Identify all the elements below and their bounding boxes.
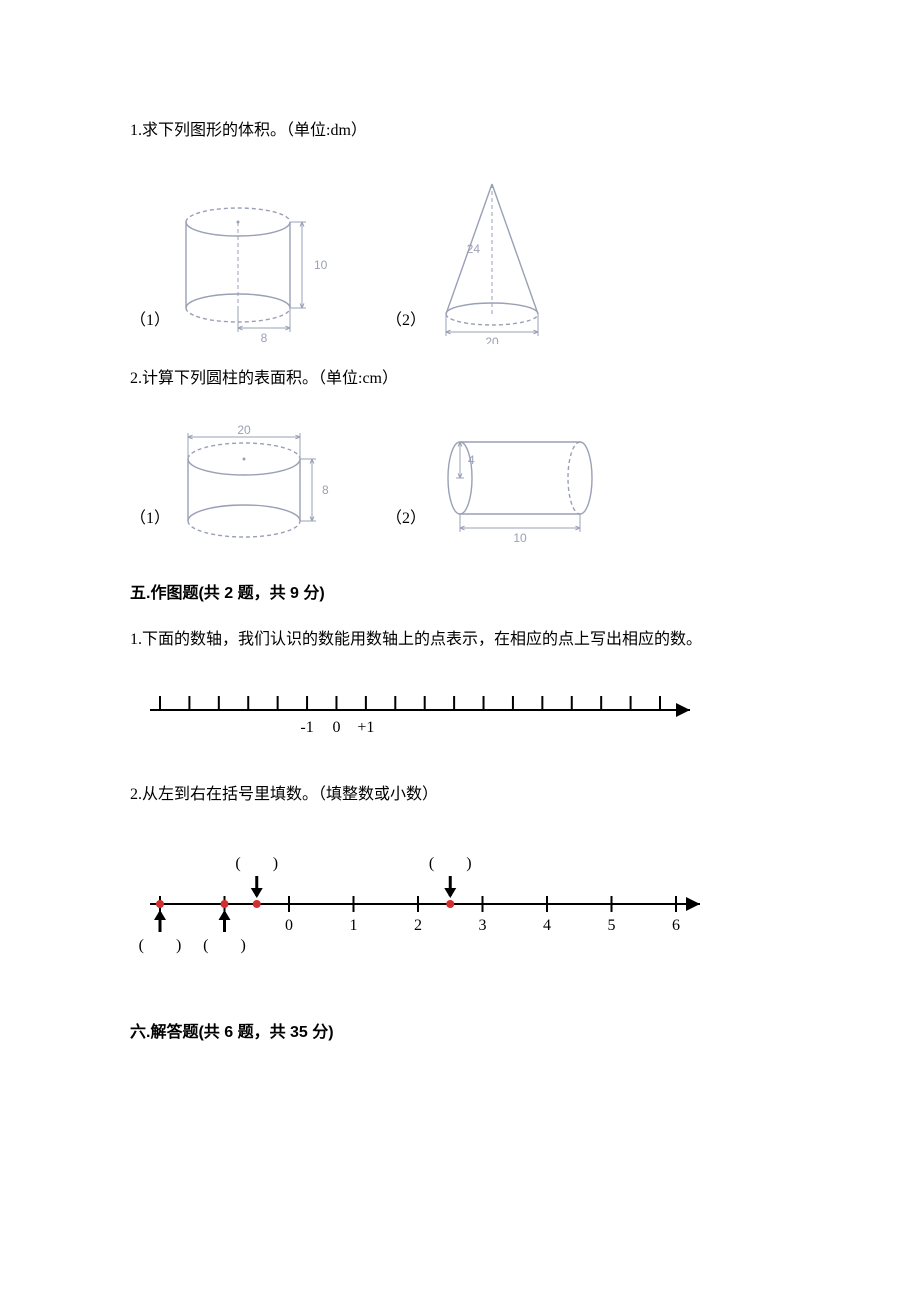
- svg-text:3: 3: [479, 917, 487, 934]
- svg-text:10: 10: [314, 258, 328, 272]
- svg-text:10: 10: [513, 531, 527, 543]
- q1-part1-label: （1）: [130, 306, 170, 344]
- q2-part2-label: （2）: [386, 504, 426, 542]
- svg-text:4: 4: [468, 453, 475, 467]
- section6-heading: 六.解答题(共 6 题，共 35 分): [130, 1018, 790, 1048]
- svg-text:( ): ( ): [235, 855, 278, 872]
- svg-text:6: 6: [672, 917, 680, 934]
- svg-text:1: 1: [350, 917, 358, 934]
- s5-q2-text: 2.从左到右在括号里填数。（填整数或小数）: [130, 780, 790, 810]
- q1-fig1-cylinder: 10 8: [176, 194, 336, 344]
- numberline2: 0 1 2 3 4 5 6 ( ) ( ) ( ) ( ): [130, 832, 730, 982]
- svg-text:0: 0: [285, 917, 293, 934]
- svg-text:0: 0: [332, 719, 340, 736]
- s5-q1-text: 1.下面的数轴，我们认识的数能用数轴上的点表示，在相应的点上写出相应的数。: [130, 625, 790, 655]
- svg-text:20: 20: [237, 423, 251, 437]
- q2-part1-label: （1）: [130, 504, 170, 542]
- q2-text: 2.计算下列圆柱的表面积。（单位:cm）: [130, 364, 790, 394]
- q1-text: 1.求下列图形的体积。（单位:dm）: [130, 116, 790, 146]
- q2-fig2-cylinder-horizontal: 4 10: [432, 423, 612, 543]
- svg-text:8: 8: [322, 483, 329, 497]
- svg-text:5: 5: [608, 917, 616, 934]
- svg-text:-1: -1: [300, 719, 313, 736]
- numberline2-container: 0 1 2 3 4 5 6 ( ) ( ) ( ) ( ): [130, 832, 790, 982]
- q1-figures: （1） 10 8 （2） 24 20: [130, 174, 790, 344]
- q1-fig2-cone: 24 20: [432, 174, 562, 344]
- svg-text:+1: +1: [357, 719, 374, 736]
- svg-text:8: 8: [261, 331, 268, 344]
- svg-text:( ): ( ): [139, 937, 182, 954]
- numberline1-container: -1 0 +1: [130, 678, 790, 758]
- q2-fig1-cylinder-vertical: 20 8: [176, 423, 336, 543]
- q1-part2-label: （2）: [386, 306, 426, 344]
- svg-text:2: 2: [414, 917, 422, 934]
- svg-text:20: 20: [485, 335, 499, 344]
- q2-figures: （1） 20 8 （2） 4 10: [130, 423, 790, 543]
- svg-text:( ): ( ): [429, 855, 472, 872]
- svg-text:24: 24: [467, 242, 481, 256]
- svg-text:( ): ( ): [203, 937, 246, 954]
- section5-heading: 五.作图题(共 2 题，共 9 分): [130, 579, 790, 609]
- numberline1: -1 0 +1: [130, 678, 720, 758]
- svg-text:4: 4: [543, 917, 551, 934]
